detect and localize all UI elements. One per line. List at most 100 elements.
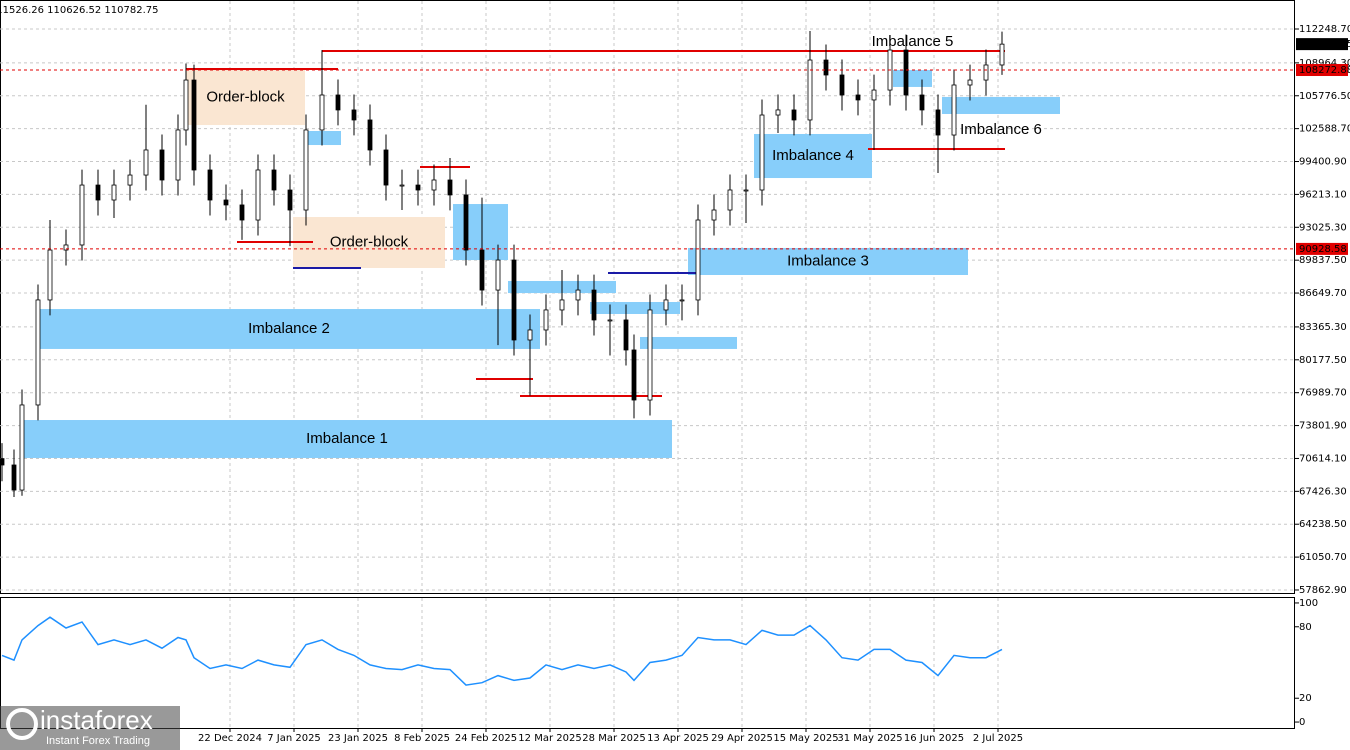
candle-body xyxy=(935,109,941,136)
candle-body xyxy=(495,259,501,291)
x-tick-label: 29 Apr 2025 xyxy=(711,733,773,744)
y-tick-label: 61050.70 xyxy=(1299,552,1347,563)
candle-body xyxy=(591,289,597,321)
y-tick-label: 67426.30 xyxy=(1299,486,1347,497)
candle-body xyxy=(431,179,437,191)
price-tag-label: 90928.58 xyxy=(1299,244,1347,255)
candle-body xyxy=(175,129,181,181)
candle-body xyxy=(415,184,421,191)
zone-label: Order-block xyxy=(330,233,409,250)
candle-body xyxy=(807,59,813,121)
candle-body xyxy=(967,79,973,86)
candle-body xyxy=(823,59,829,76)
zone xyxy=(38,309,540,349)
rsi-tick-label: 0 xyxy=(1299,717,1305,728)
y-tick-label: 89837.50 xyxy=(1299,255,1347,266)
y-tick-label: 64238.50 xyxy=(1299,519,1347,530)
candle-body xyxy=(63,244,69,251)
candle-body xyxy=(511,259,517,341)
candle-body xyxy=(607,319,613,322)
rsi-line xyxy=(1,616,1003,686)
price-tag xyxy=(1296,38,1348,51)
y-tick-label: 112248.70 xyxy=(1299,24,1350,35)
watermark-subtitle: Instant Forex Trading xyxy=(46,735,150,747)
x-tick-label: 16 Jun 2025 xyxy=(904,733,964,744)
zone xyxy=(293,217,445,268)
x-tick-label: 8 Feb 2025 xyxy=(394,733,450,744)
watermark-logo xyxy=(6,708,38,740)
candle-body xyxy=(711,209,717,221)
candle-body xyxy=(183,79,189,131)
zone xyxy=(754,133,872,179)
rsi-pane xyxy=(0,597,1295,729)
y-tick-label: 99400.90 xyxy=(1299,157,1347,168)
y-tick-label: 86649.70 xyxy=(1299,288,1347,299)
x-tick-label: 12 Mar 2025 xyxy=(518,733,581,744)
candle-body xyxy=(11,464,17,491)
candle-body xyxy=(623,319,629,351)
zone xyxy=(893,70,932,87)
candle-body xyxy=(0,458,5,466)
candle-body xyxy=(319,94,325,131)
y-tick-label: 96213.10 xyxy=(1299,189,1347,200)
candle-body xyxy=(871,89,877,101)
zone-label: Imbalance 6 xyxy=(960,121,1042,138)
candle-body xyxy=(759,114,765,191)
watermark-title: instaforex xyxy=(40,705,153,735)
candle-body xyxy=(631,349,637,401)
candle-body xyxy=(143,149,149,176)
y-tick-label: 73801.90 xyxy=(1299,421,1347,432)
x-tick-label: 24 Feb 2025 xyxy=(455,733,517,744)
candle-body xyxy=(19,404,25,491)
x-tick-label: 28 Mar 2025 xyxy=(582,733,645,744)
zone-label: Imbalance 3 xyxy=(787,252,869,269)
candle-body xyxy=(919,94,925,111)
zone xyxy=(186,70,305,126)
y-tick-label: 108964.30 xyxy=(1299,58,1350,69)
x-tick-label: 23 Jan 2025 xyxy=(328,733,388,744)
candle-body xyxy=(479,249,485,291)
y-tick-label: 80177.50 xyxy=(1299,355,1347,366)
candle-body xyxy=(255,169,261,221)
price-tag-label: 110782.75 xyxy=(1299,39,1350,50)
candle-body xyxy=(679,299,685,302)
candle-body xyxy=(447,179,453,196)
x-tick-label: 31 May 2025 xyxy=(837,733,902,744)
candle-body xyxy=(695,219,701,301)
y-tick-label: 83365.30 xyxy=(1299,322,1347,333)
y-tick-label: 105776.50 xyxy=(1299,91,1350,102)
price-tag xyxy=(1296,242,1348,255)
candle-body xyxy=(463,194,469,251)
candle-body xyxy=(47,249,53,301)
candle-body xyxy=(239,204,245,221)
candle-body xyxy=(287,189,293,211)
candle-body xyxy=(775,109,781,116)
zone-label: Imbalance 1 xyxy=(306,430,388,447)
candle-body xyxy=(223,199,229,206)
zone xyxy=(305,130,341,146)
candle-body xyxy=(999,43,1005,66)
price-tag-label: 108272.88 xyxy=(1299,65,1350,76)
candle-body xyxy=(271,169,277,191)
y-tick-label: 93025.30 xyxy=(1299,222,1347,233)
candle-body xyxy=(111,184,117,201)
zone-label: Order-block xyxy=(206,88,285,105)
zone xyxy=(942,96,1060,114)
candle-body xyxy=(527,329,533,341)
candle-body xyxy=(159,149,165,181)
candle-body xyxy=(983,64,989,81)
candle-body xyxy=(951,84,957,136)
y-tick-label: 76989.70 xyxy=(1299,388,1347,399)
candle-body xyxy=(79,184,85,246)
y-tick-label: 70614.10 xyxy=(1299,453,1347,464)
candle-body xyxy=(727,189,733,211)
candle-body xyxy=(35,299,41,406)
price-tag xyxy=(1296,64,1348,77)
x-tick-label: 2 Jul 2025 xyxy=(973,733,1023,744)
x-tick-label: 22 Dec 2024 xyxy=(198,733,262,744)
candle-body xyxy=(543,309,549,331)
candle-body xyxy=(127,174,133,186)
candle-body xyxy=(95,184,101,201)
candle-body xyxy=(191,79,197,171)
